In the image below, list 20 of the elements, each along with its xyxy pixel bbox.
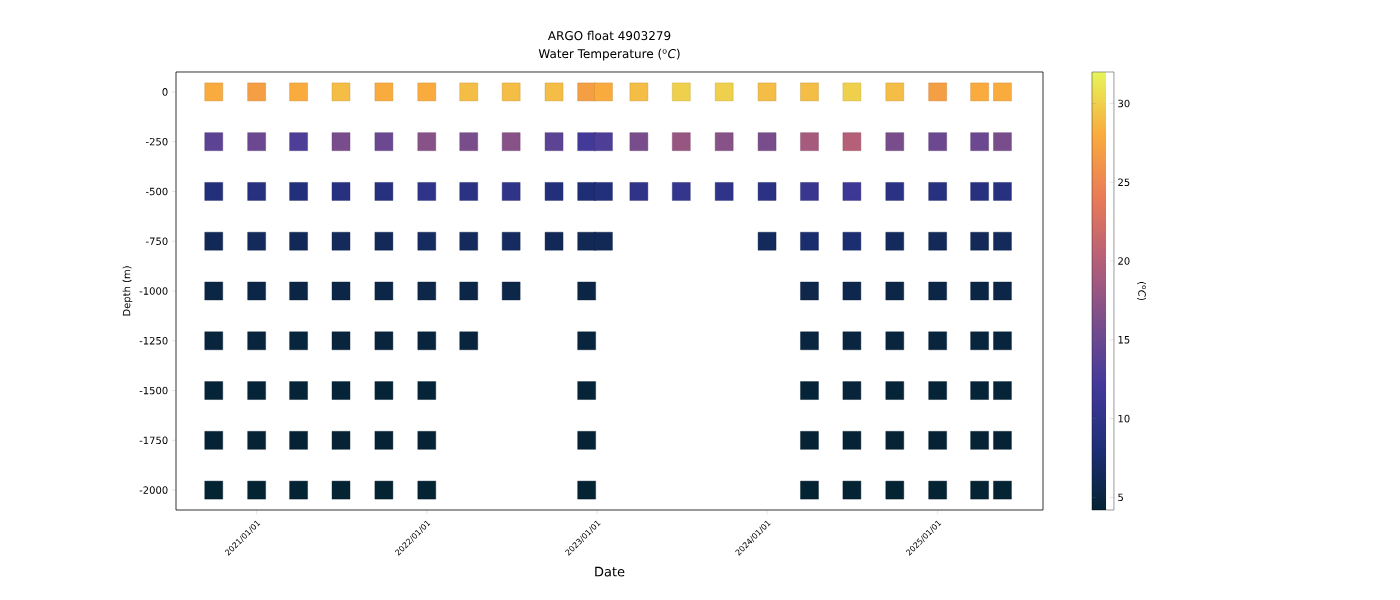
y-tick-label: -1250 bbox=[139, 336, 168, 345]
x-axis-title: Date bbox=[595, 566, 625, 577]
y-tick-label: -250 bbox=[145, 137, 168, 146]
color-bar-label: 15 bbox=[1118, 336, 1130, 344]
y-tick-label: -750 bbox=[145, 237, 168, 246]
y-tick-label: -2000 bbox=[139, 486, 168, 494]
color-bar-label: 25 bbox=[1118, 178, 1130, 187]
color-bar-label: 30 bbox=[1118, 99, 1130, 108]
y-axis-title: Depth (m) bbox=[122, 266, 133, 316]
y-tick-label: -1750 bbox=[139, 436, 168, 445]
chart-title: ARGO float 4903279 bbox=[547, 30, 671, 41]
y-tick-label: -1000 bbox=[139, 287, 168, 295]
color-bar-label: 5 bbox=[1118, 493, 1123, 502]
y-tick-label: -1500 bbox=[139, 386, 168, 395]
color-bar-label: 20 bbox=[1118, 257, 1130, 265]
color-bar-label: 10 bbox=[1118, 414, 1130, 423]
y-tick-label: 0 bbox=[162, 88, 168, 96]
color-bar-title: ($^{o}$C) bbox=[1137, 282, 1146, 300]
y-tick-label: -500 bbox=[145, 187, 168, 196]
chart-subtitle: Water Temperature ($^{o}$C) bbox=[538, 48, 680, 61]
